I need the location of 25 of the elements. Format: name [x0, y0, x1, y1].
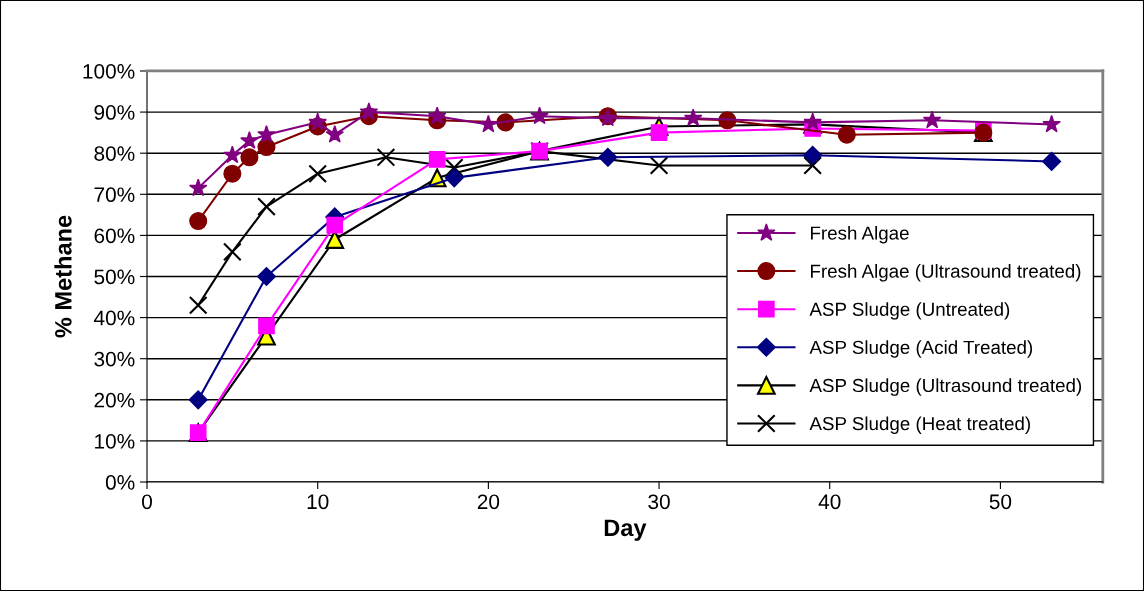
y-tick-label: 0%	[105, 475, 135, 490]
legend-label: ASP Sludge (Untreated)	[809, 302, 1010, 320]
x-tick-label: 50	[989, 494, 1012, 510]
y-tick-label: 80%	[94, 146, 135, 161]
y-tick-label: 90%	[94, 105, 135, 120]
y-tick-label: 60%	[94, 228, 135, 244]
x-tick-label: 0	[142, 494, 152, 510]
x-tick-label: 20	[477, 494, 500, 510]
x-tick-label: 40	[818, 494, 841, 510]
y-tick-label: 70%	[94, 187, 135, 203]
y-tick-label: 50%	[94, 269, 135, 285]
legend-label: ASP Sludge (Heat treated)	[809, 416, 1030, 434]
x-tick-label: 10	[307, 494, 329, 510]
legend-label: ASP Sludge (Ultrasound treated)	[809, 378, 1082, 396]
y-tick-label: 40%	[93, 310, 135, 326]
y-tick-label: 10%	[95, 433, 135, 449]
x-axis-title: Day	[604, 519, 647, 541]
y-tick-label: 100%	[83, 63, 135, 79]
legend-label: Fresh Algae	[811, 225, 909, 244]
y-axis-title: % Methane	[54, 215, 72, 338]
y-tick-label: 20%	[94, 392, 135, 408]
x-tick-label: 30	[648, 494, 670, 510]
y-tick-label: 30%	[94, 351, 135, 367]
legend-label: Fresh Algae (Ultrasound treated)	[811, 264, 1081, 282]
legend-label: ASP Sludge (Acid Treated)	[809, 340, 1033, 358]
